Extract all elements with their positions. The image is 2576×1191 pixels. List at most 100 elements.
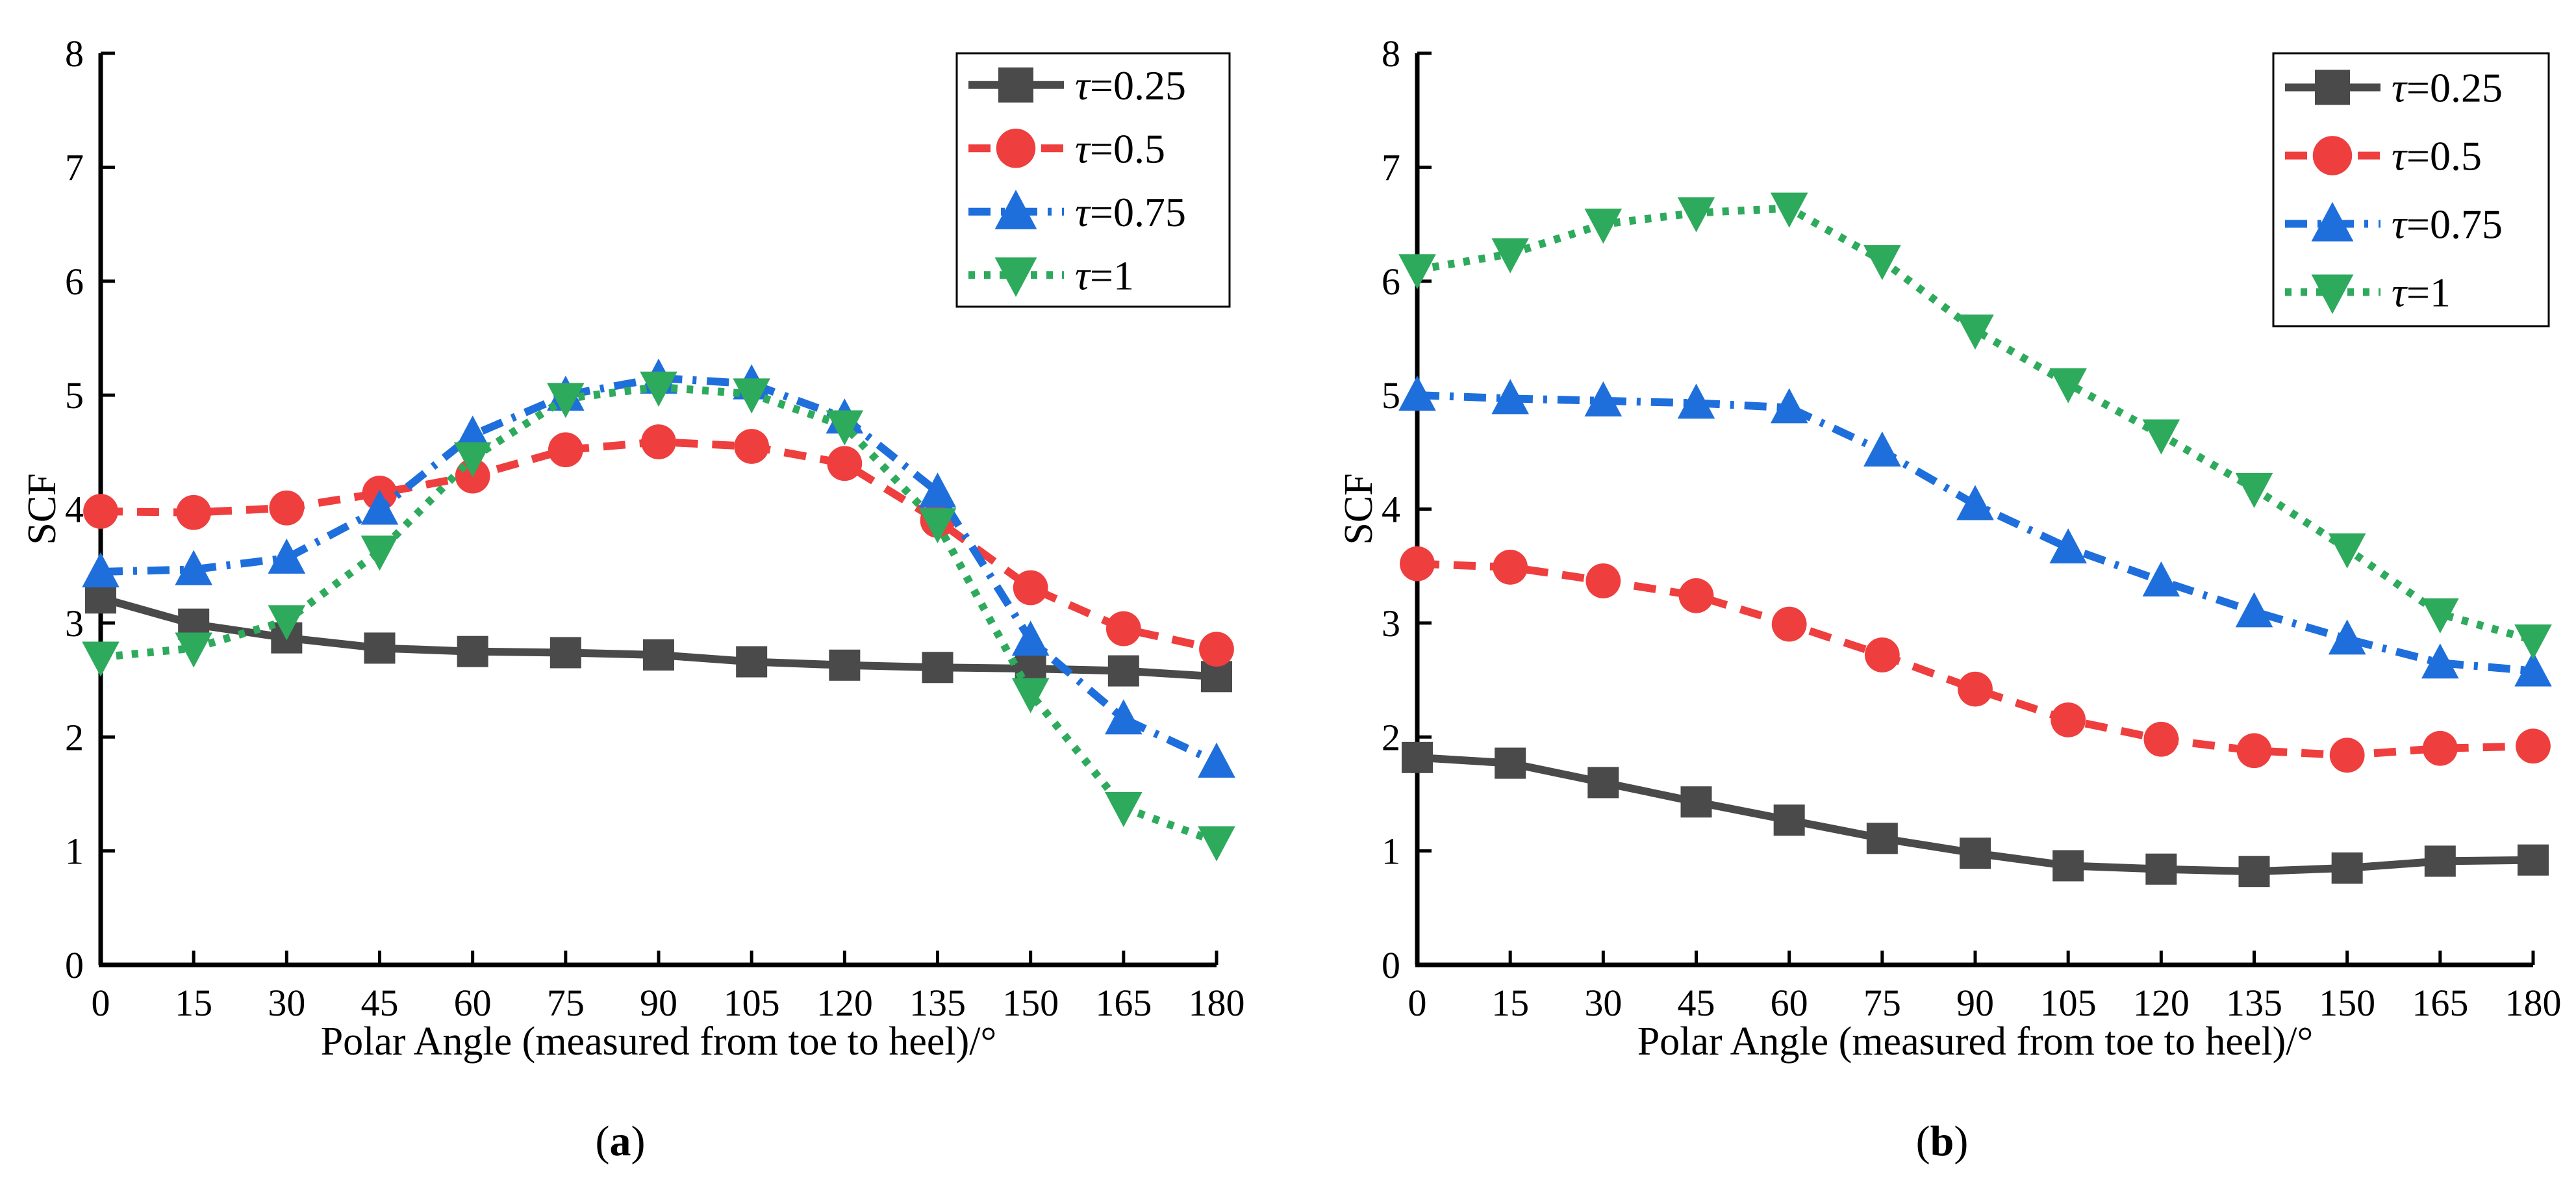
data-point xyxy=(1491,238,1529,274)
x-tick-label: 30 xyxy=(268,982,305,1024)
data-point xyxy=(453,415,492,451)
legend-marker xyxy=(996,129,1036,168)
data-point xyxy=(1958,671,1993,707)
y-tick-label: 1 xyxy=(1382,830,1400,873)
data-point xyxy=(2328,619,2366,655)
y-tick-label: 8 xyxy=(65,32,84,75)
data-point xyxy=(2049,528,2087,564)
data-point xyxy=(175,632,212,668)
data-point xyxy=(918,472,957,508)
legend: τ=0.25 τ=0.5 τ=0.75 τ=1 xyxy=(955,52,1231,308)
y-tick-label: 2 xyxy=(1382,716,1400,758)
x-tick-label: 120 xyxy=(816,982,873,1024)
data-point xyxy=(1866,823,1898,854)
data-point xyxy=(85,582,116,614)
data-point xyxy=(2238,856,2270,888)
data-point xyxy=(2052,850,2084,882)
data-point xyxy=(1584,209,1623,244)
data-point xyxy=(1956,485,1994,520)
legend: τ=0.25 τ=0.5 τ=0.75 τ=1 xyxy=(2272,52,2550,327)
x-tick-label: 30 xyxy=(1584,982,1622,1024)
data-point xyxy=(548,432,583,468)
data-point xyxy=(918,508,957,544)
x-tick-label: 45 xyxy=(1678,982,1715,1024)
x-tick-label: 105 xyxy=(724,982,780,1024)
data-point xyxy=(82,552,120,587)
legend-marker xyxy=(994,257,1037,297)
data-point xyxy=(640,371,677,407)
data-point xyxy=(1960,838,1991,869)
data-point xyxy=(1400,546,1435,582)
data-point xyxy=(364,632,396,664)
data-point xyxy=(1680,786,1712,818)
y-tick-label: 3 xyxy=(1382,602,1400,645)
legend-label: τ=0.25 xyxy=(1075,62,1186,109)
data-point xyxy=(2236,733,2272,769)
series-τ=0.5 xyxy=(1400,546,2551,773)
legend-label: τ=0.5 xyxy=(1075,125,1165,172)
data-point xyxy=(1584,381,1623,416)
data-point xyxy=(641,424,676,459)
data-point xyxy=(1398,254,1436,290)
panel-label: (a) xyxy=(596,1118,646,1165)
y-tick-label: 3 xyxy=(65,602,84,645)
y-tick-label: 5 xyxy=(65,374,84,416)
data-point xyxy=(1011,621,1050,656)
data-point xyxy=(733,378,770,414)
legend-marker xyxy=(994,190,1037,229)
legend-marker xyxy=(998,67,1033,103)
legend-marker xyxy=(2311,274,2354,314)
data-point xyxy=(1587,767,1619,799)
data-point xyxy=(176,494,212,530)
legend-marker xyxy=(2312,136,2353,175)
x-tick-label: 180 xyxy=(1189,982,1245,1024)
x-tick-label: 90 xyxy=(640,982,677,1024)
data-point xyxy=(1198,826,1235,862)
y-tick-label: 4 xyxy=(65,489,84,531)
legend-marker xyxy=(2315,70,2350,105)
data-point xyxy=(826,410,864,446)
data-point xyxy=(1863,431,1901,467)
x-tick-label: 165 xyxy=(2412,982,2468,1024)
legend-marker xyxy=(2311,201,2354,242)
y-tick-label: 2 xyxy=(65,716,84,758)
data-point xyxy=(1402,741,1433,773)
data-point xyxy=(457,635,488,667)
data-point xyxy=(1105,611,1141,647)
y-tick-label: 4 xyxy=(1382,489,1400,531)
x-tick-label: 150 xyxy=(2319,982,2375,1024)
data-point xyxy=(1107,655,1139,687)
data-point xyxy=(829,649,861,681)
y-tick-label: 6 xyxy=(1382,261,1400,303)
x-tick-label: 15 xyxy=(1491,982,1529,1024)
data-point xyxy=(1678,578,1714,613)
data-point xyxy=(2235,472,2273,508)
data-point xyxy=(736,646,768,678)
data-point xyxy=(2424,845,2456,877)
data-point xyxy=(268,538,306,574)
series-τ=1 xyxy=(1398,192,2552,660)
data-point xyxy=(2421,643,2459,679)
data-point xyxy=(1493,550,1528,585)
x-tick-label: 165 xyxy=(1095,982,1152,1024)
data-point xyxy=(2049,368,2087,403)
legend-label: τ=1 xyxy=(2392,270,2451,316)
data-point xyxy=(1956,314,1994,350)
data-point xyxy=(549,637,581,669)
data-point xyxy=(922,652,953,684)
x-tick-label: 45 xyxy=(361,982,399,1024)
data-point xyxy=(2518,844,2549,876)
data-point xyxy=(1773,804,1805,836)
data-point xyxy=(2145,853,2177,885)
data-point xyxy=(2514,624,2552,660)
data-point xyxy=(268,605,306,641)
data-point xyxy=(1105,699,1143,735)
series-τ=0.25 xyxy=(85,582,1232,693)
data-point xyxy=(1011,678,1050,713)
x-tick-label: 0 xyxy=(1408,982,1427,1024)
data-point xyxy=(269,490,305,526)
data-point xyxy=(1398,376,1436,411)
data-point xyxy=(1864,637,1900,672)
y-tick-label: 8 xyxy=(1382,32,1400,75)
